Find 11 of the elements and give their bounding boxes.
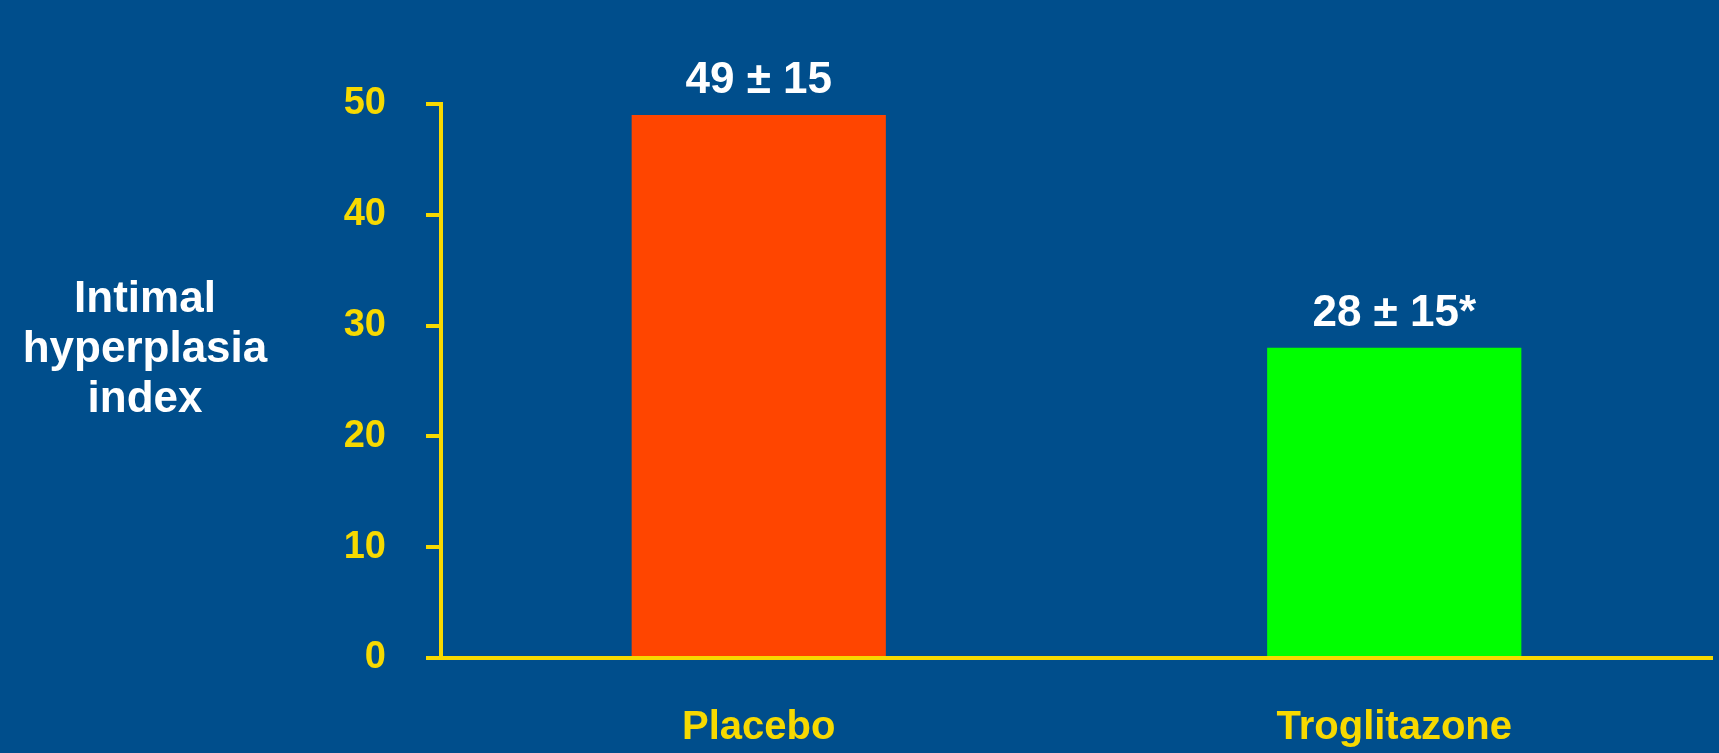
y-tick-label: 50 (343, 80, 386, 123)
data-label: 49 ± 15 (685, 53, 832, 103)
y-tick-label: 10 (343, 523, 386, 566)
x-tick-label: Troglitazone (1276, 703, 1513, 748)
data-label: 28 ± 15* (1312, 285, 1477, 335)
x-tick-label: Placebo (682, 703, 836, 748)
y-tick-label: 20 (343, 412, 386, 455)
y-tick-label: 0 (364, 634, 386, 677)
y-tick-label: 40 (343, 191, 386, 234)
y-tick-label: 30 (343, 302, 386, 345)
y-axis-title: Intimal hyperplasia index (22, 272, 268, 422)
